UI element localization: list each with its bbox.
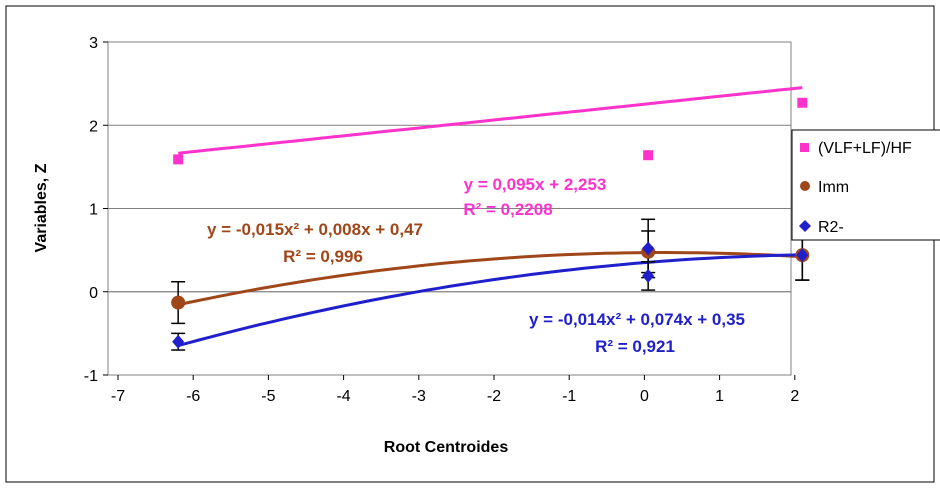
x-tick-label: -7 [111,388,125,405]
x-tick-label: -5 [261,388,275,405]
data-point-vlf [643,150,654,161]
x-tick-label: -4 [336,388,350,405]
legend-box [791,129,940,241]
y-tick-label: 0 [89,285,98,302]
x-tick-label: -2 [487,388,501,405]
legend-marker-vlf [800,143,809,152]
marker-layer [171,97,810,349]
y-tick-label: 3 [89,35,98,52]
y-tick-label: -1 [84,368,98,385]
legend-label-r2: R2- [818,219,844,236]
trendline-series-1 [177,251,803,307]
legend: (VLF+LF)/HF Imm R2- [791,129,940,241]
legend-marker-r2 [799,220,811,232]
legend-marker-imm [800,181,810,191]
x-tick-label: -1 [562,388,576,405]
x-tick-label: -3 [412,388,426,405]
data-point-r2 [796,248,809,263]
data-point-r2 [172,334,185,349]
x-tick-label: 2 [790,388,799,405]
trendline-layer [177,86,803,348]
data-point-vlf [797,97,808,108]
trendline-series-2 [177,253,803,348]
x-tick-label: -6 [186,388,200,405]
x-axis-label: Root Centroides [384,439,509,456]
y-tick-label: 2 [89,118,98,135]
x-tick-label: 0 [640,388,649,405]
trendline-equation-imm: y = -0,015x² + 0,008x + 0,47 [207,220,423,239]
label-layer: y = 0,095x + 2,253 R² = 0,2208 y = -0,01… [33,163,745,456]
trendline-r2-r2: R² = 0,921 [595,337,675,356]
trendline-equation-vlf: y = 0,095x + 2,253 [464,175,607,194]
legend-label-imm: Imm [818,179,849,196]
axis-layer: -1 0 1 2 3 -7 -6 -5 -4 -3 -2 -1 0 1 2 [84,35,800,405]
chart-border [5,5,935,483]
data-point-imm [171,295,186,310]
data-point-r2 [642,268,655,283]
legend-label-vlf: (VLF+LF)/HF [818,140,912,157]
trendline-series-0 [178,86,803,155]
x-tick-label: 1 [715,388,724,405]
trendline-equation-r2: y = -0,014x² + 0,074x + 0,35 [529,310,745,329]
y-tick-label: 1 [89,202,98,219]
data-point-r2 [642,241,655,256]
trendline-r2-vlf: R² = 0,2208 [463,200,552,219]
y-axis-label: Variables, Z [33,163,50,252]
data-point-vlf [173,154,184,165]
trendline-r2-imm: R² = 0,996 [283,247,363,266]
